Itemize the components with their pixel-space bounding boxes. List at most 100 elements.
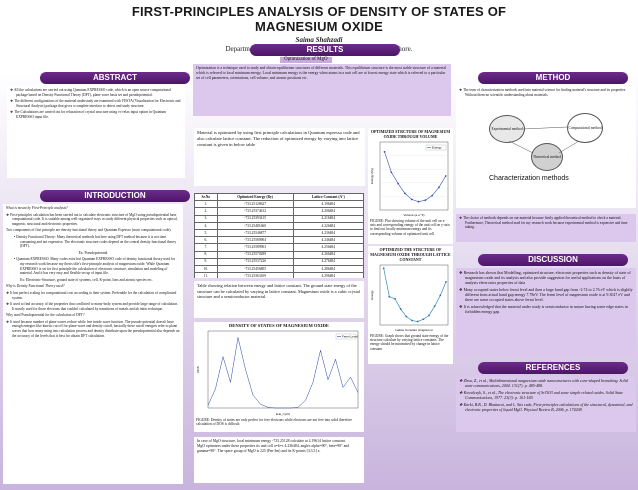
table-row: 6. -733.25580904 4.246484 bbox=[194, 236, 364, 245]
data-point bbox=[383, 150, 386, 153]
table-cell: -733.25546877 bbox=[216, 228, 294, 238]
abstract-bullet-3: ❖ The Calculations are carried out for r… bbox=[10, 110, 167, 119]
discussion-bullet-1-text: Research has shown that Modelling, optim… bbox=[463, 270, 631, 285]
reference-item-text: Zhou, Z., et al., Multidimensional magne… bbox=[463, 378, 628, 388]
introduction-box: What is meant by First-Principle analysi… bbox=[3, 204, 183, 484]
diagram-caption: Characterization methods bbox=[489, 175, 569, 183]
legend-label: Energy bbox=[432, 146, 442, 150]
table-cell: 8. bbox=[194, 250, 218, 259]
intro-qe-text: Quantum EXPRESSO: Many codes exist but Q… bbox=[16, 257, 176, 276]
diagram-arrow bbox=[558, 140, 580, 154]
intro-question-3: Why used Pseudopotential for the calcula… bbox=[6, 313, 85, 318]
table-cell: 4.226484 bbox=[292, 221, 364, 230]
volume-chart-title: OPTIMIZED STRCTURE OF MAGNESIUM OXIDE TH… bbox=[370, 129, 451, 139]
table-cell: -733.25481660 bbox=[216, 221, 294, 230]
intro-pseudo-reason-text: It used because number of plane waves re… bbox=[10, 319, 180, 338]
data-point bbox=[445, 280, 447, 283]
table-note-box: Table showing relation between energy an… bbox=[194, 281, 364, 318]
computational-method-node: Computational method bbox=[567, 113, 603, 144]
table-header: Optimized Energy (Ry) bbox=[216, 193, 294, 202]
abstract-bullet-2: ❖ The different configurations of the ma… bbox=[10, 99, 181, 108]
reference-item: ❖ Kowalczyk, S., et al., The electronic … bbox=[459, 390, 624, 400]
method-bullet-2: ❖ The choice of methods depends on our m… bbox=[459, 216, 628, 230]
discussion-box: ❖ Research has shown that Modelling, opt… bbox=[456, 268, 636, 356]
discussion-bullet-1: ❖ Research has shown that Modelling, opt… bbox=[459, 270, 631, 285]
data-point bbox=[390, 171, 393, 174]
intro-dft-reason-1: ❖ It has perfect scaling for computation… bbox=[6, 290, 177, 300]
intro-dft-example: Ex: Pseudopotential bbox=[78, 250, 108, 255]
data-point bbox=[411, 319, 413, 322]
legend-box bbox=[335, 333, 357, 340]
table-cell: -733.25570289 bbox=[216, 250, 294, 259]
abstract-box: ❖ All the calculations are carried out u… bbox=[7, 86, 185, 178]
table-row: 10. -733.25456805 4.286484 bbox=[194, 264, 364, 274]
discussion-bullet-3: ❖ It is acknowledged that the material u… bbox=[459, 304, 628, 314]
table-cell: 7. bbox=[194, 243, 218, 252]
plot-area bbox=[379, 141, 449, 211]
lattice-chart-title: OPTIMIZED THE STRCTURE OF MAGNESIUM OXID… bbox=[370, 247, 451, 262]
data-point bbox=[394, 297, 396, 300]
discussion-bullet-2-text: Many occupied states below fermi level a… bbox=[463, 287, 633, 302]
table-cell: -733.25537226 bbox=[216, 257, 294, 266]
table-row: 2. -733.25374612 4.206484 bbox=[194, 207, 364, 216]
data-point bbox=[410, 198, 413, 201]
diagram-arrow bbox=[522, 126, 568, 130]
data-point bbox=[417, 200, 420, 203]
series-line bbox=[384, 151, 446, 202]
poster-title: FIRST-PRINCIPLES ANALYSIS OF DENSITY OF … bbox=[131, 4, 507, 34]
results-heading: RESULTS bbox=[250, 44, 400, 56]
material-text: Material is optimized by using first pri… bbox=[197, 130, 360, 147]
intro-para-1: ❖ First-principles calculation has been … bbox=[6, 212, 178, 226]
volume-energy-chart: Volume (a.u.^3) Energy (Ry) Energy bbox=[370, 141, 449, 217]
results-intro-box: Optimization is a technique used to stud… bbox=[193, 64, 451, 116]
data-point bbox=[438, 186, 440, 189]
method-heading: METHOD bbox=[478, 72, 628, 84]
table-cell: -733.25456805 bbox=[216, 264, 294, 274]
data-point bbox=[444, 175, 447, 177]
characterization-diagram: Experimental method Computational method… bbox=[459, 99, 633, 191]
discussion-heading: DISCUSSION bbox=[478, 254, 628, 266]
x-axis-label: Volume (a.u.^3) bbox=[404, 213, 425, 217]
table-cell: 4.236484 bbox=[292, 228, 364, 238]
dos-box: DENSITY OF STATES OF MAGNESIUM OXIDE E-E… bbox=[194, 322, 364, 432]
y-axis-label: DOS bbox=[196, 366, 200, 373]
table-row: 8. -733.25570289 4.266484 bbox=[194, 250, 364, 259]
method-bullet-2-text: The choice of methods depends on our mat… bbox=[463, 216, 628, 230]
legend-box bbox=[425, 144, 447, 151]
table-cell: 1. bbox=[194, 200, 218, 209]
data-point bbox=[422, 318, 425, 321]
table-cell: 11. bbox=[194, 272, 218, 278]
intro-dft-reason-1-text: It has perfect scaling for computational… bbox=[10, 290, 177, 300]
plot-area bbox=[207, 330, 359, 409]
abstract-bullet-2-text: The different configurations of the mate… bbox=[14, 99, 181, 108]
intro-para-1-text: First-principles calculation has been ca… bbox=[10, 212, 178, 226]
abstract-bullet-1: ❖ All the calculations are carried out u… bbox=[10, 88, 171, 97]
table-header: Sr.No bbox=[194, 193, 218, 202]
dos-caption: FIGURE: Density of states are only perfe… bbox=[196, 417, 352, 426]
table-row: 3. -733.25393415 4.216484 bbox=[194, 214, 364, 223]
y-axis-label: Energy bbox=[370, 290, 374, 300]
author-name: Saima Shahzadi bbox=[295, 36, 343, 44]
table-cell: -733.25374612 bbox=[216, 207, 294, 216]
data-point bbox=[439, 294, 442, 297]
reference-item-text: Karki, B.B., D. Bhattarai, and L. Stix r… bbox=[463, 402, 633, 412]
table-cell: 6. bbox=[194, 236, 218, 245]
series-line bbox=[383, 268, 447, 322]
lattice-chart-box: OPTIMIZED THE STRCTURE OF MAGNESIUM OXID… bbox=[368, 246, 453, 364]
x-axis-label: E-E_f (eV) bbox=[276, 412, 290, 416]
table-cell: 4.216484 bbox=[292, 214, 364, 223]
results-subheading: Optimization of MgO bbox=[280, 57, 332, 63]
diagram-arrows bbox=[508, 126, 580, 154]
dos-title: DENSITY OF STATES OF MAGNESIUM OXIDE bbox=[228, 323, 329, 328]
diagram-arrow bbox=[508, 140, 534, 154]
data-point bbox=[405, 315, 408, 318]
table-cell: 4.196484 bbox=[292, 200, 364, 209]
table-header-row: Sr.No Optimized Energy (Ry) Lattice Cons… bbox=[194, 193, 364, 202]
reference-item-text: Kowalczyk, S., et al., The electronic st… bbox=[463, 390, 624, 400]
final-results-box: In case of MgO structure, local minimum … bbox=[194, 437, 364, 483]
intro-dft-reason-2-text: It used to find accuracy of the properti… bbox=[10, 302, 179, 311]
table-row: 11. -733.25363169 4.296484 bbox=[194, 272, 364, 278]
material-box: Material is optimized by using first pri… bbox=[194, 128, 365, 186]
results-intro-text: Optimization is a technique used to stud… bbox=[196, 66, 447, 80]
plot-area bbox=[379, 264, 449, 326]
